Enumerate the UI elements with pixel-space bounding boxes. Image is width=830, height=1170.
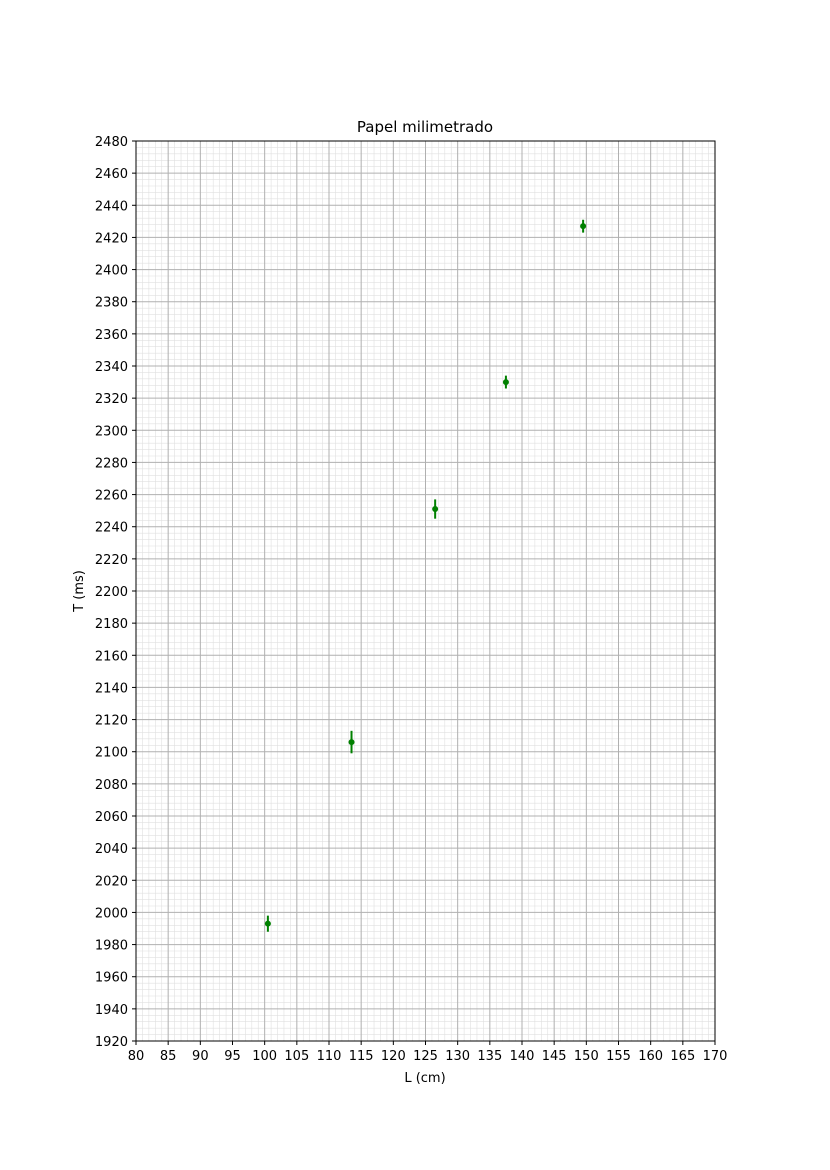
y-tick-label: 2040: [95, 842, 128, 857]
y-tick-label: 2440: [95, 199, 128, 214]
data-point: [432, 506, 439, 513]
y-tick-label: 2220: [95, 553, 128, 568]
x-tick-label: 95: [224, 1049, 241, 1064]
y-tick-label: 2200: [95, 585, 128, 600]
y-tick-label: 2340: [95, 360, 128, 375]
y-tick-label: 2280: [95, 456, 128, 471]
y-tick-label: 2240: [95, 521, 128, 536]
y-tick-label: 2380: [95, 296, 128, 311]
x-tick-label: 115: [349, 1049, 374, 1064]
x-tick-label: 85: [160, 1049, 177, 1064]
x-axis-label: L (cm): [404, 1071, 445, 1086]
y-tick-label: 2000: [95, 906, 128, 921]
x-tick-label: 145: [542, 1049, 567, 1064]
y-tick-label: 2020: [95, 874, 128, 889]
major-grid: [135, 140, 716, 1042]
y-tick-label: 1960: [95, 971, 128, 986]
y-tick-label: 2120: [95, 714, 128, 729]
x-tick-label: 165: [670, 1049, 695, 1064]
data-point: [264, 920, 271, 927]
x-tick-label: 80: [128, 1049, 145, 1064]
y-tick-label: 2300: [95, 424, 128, 439]
x-tick-label: 155: [606, 1049, 631, 1064]
x-tick-label: 105: [284, 1049, 309, 1064]
y-tick-label: 2480: [95, 135, 128, 150]
y-tick-label: 2460: [95, 167, 128, 182]
x-tick-label: 90: [192, 1049, 209, 1064]
x-tick-label: 135: [477, 1049, 502, 1064]
x-tick-label: 140: [510, 1049, 535, 1064]
data-point: [580, 223, 587, 230]
y-tick-label: 2420: [95, 231, 128, 246]
y-tick-label: 2060: [95, 810, 128, 825]
x-tick-label: 130: [445, 1049, 470, 1064]
y-tick-label: 2100: [95, 746, 128, 761]
y-tick-label: 2260: [95, 489, 128, 504]
y-tick-label: 2180: [95, 617, 128, 632]
x-tick-label: 150: [574, 1049, 599, 1064]
x-tick-label: 125: [413, 1049, 438, 1064]
data-points: [264, 219, 587, 932]
y-axis-label: T (ms): [72, 570, 87, 613]
x-tick-label: 160: [638, 1049, 663, 1064]
x-axis-ticks: 80 85 90 95 100 105 110 115 120 125 130 135 140 145 15…: [128, 1041, 728, 1064]
data-point: [502, 379, 509, 386]
x-tick-label: 110: [317, 1049, 342, 1064]
y-tick-label: 2160: [95, 649, 128, 664]
y-tick-label: 2400: [95, 264, 128, 279]
y-tick-label: 1940: [95, 1003, 128, 1018]
y-tick-label: 2140: [95, 681, 128, 696]
y-tick-label: 1920: [95, 1035, 128, 1050]
chart-title: Papel milimetrado: [357, 118, 493, 136]
y-tick-label: 1980: [95, 939, 128, 954]
y-tick-label: 2360: [95, 328, 128, 343]
y-axis-ticks: 1920 1940 1960 1980 2000 2020 2040 2060 2080 2100…: [95, 135, 136, 1050]
y-tick-label: 2320: [95, 392, 128, 407]
data-point: [348, 739, 355, 746]
x-tick-label: 170: [703, 1049, 728, 1064]
x-tick-label: 120: [381, 1049, 406, 1064]
y-tick-label: 2080: [95, 778, 128, 793]
x-tick-label: 100: [252, 1049, 277, 1064]
